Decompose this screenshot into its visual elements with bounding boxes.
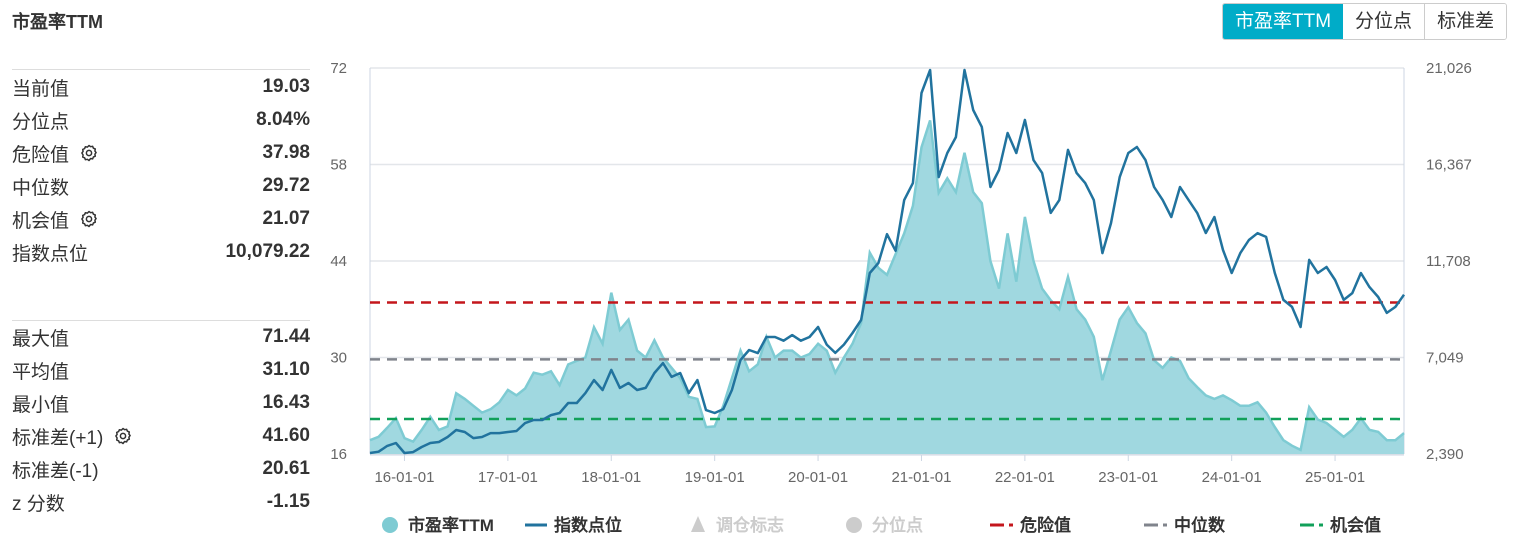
stat-row: 最小值 16.43: [12, 388, 310, 418]
y-right-tick-label: 7,049: [1426, 350, 1464, 367]
legend-triangle-icon: [691, 516, 705, 532]
y-left-tick-label: 30: [330, 350, 347, 367]
legend-item[interactable]: 中位数: [1144, 515, 1226, 535]
x-tick-label: 18-01-01: [581, 469, 641, 486]
stat-row: z 分数 -1.15: [12, 487, 310, 517]
stat-value: 41.60: [262, 425, 310, 446]
stat-label: 指数点位: [12, 243, 89, 265]
legend-item[interactable]: 指数点位: [525, 515, 622, 535]
stat-row: 标准差(-1) 20.61: [12, 454, 310, 484]
stat-value: 37.98: [262, 142, 310, 163]
stat-label: 最小值: [12, 394, 70, 416]
stat-label: 平均值: [12, 361, 70, 383]
legend-circle-icon: [846, 517, 862, 533]
legend-item[interactable]: 市盈率TTM: [382, 515, 494, 535]
stat-value: 20.61: [262, 458, 310, 479]
stat-label: z 分数: [12, 493, 65, 515]
stat-row: 中位数 29.72: [12, 171, 310, 201]
legend-label: 市盈率TTM: [408, 515, 494, 535]
y-right-tick-label: 16,367: [1426, 157, 1472, 174]
index-line: [369, 68, 1406, 455]
pe-line: [369, 120, 1405, 452]
stat-row: 机会值 21.07: [12, 204, 310, 234]
legend-item[interactable]: 调仓标志: [691, 515, 784, 535]
gear-icon[interactable]: [79, 209, 99, 229]
y-right-tick-label: 11,708: [1426, 253, 1471, 270]
stat-label: 中位数: [12, 177, 70, 199]
legend-item[interactable]: 危险值: [990, 515, 1071, 535]
stat-value: 29.72: [262, 175, 310, 196]
gear-icon[interactable]: [79, 143, 99, 163]
x-tick-label: 22-01-01: [995, 469, 1055, 486]
gear-icon[interactable]: [113, 426, 133, 446]
stat-label: 分位点: [12, 111, 70, 133]
x-tick-label: 20-01-01: [788, 469, 848, 486]
stat-row: 指数点位 10,079.22: [12, 237, 310, 267]
stat-row: 最大值 71.44: [12, 322, 310, 352]
toggle-percentile-button[interactable]: 分位点: [1343, 4, 1425, 39]
legend-label: 中位数: [1174, 515, 1226, 535]
stat-label: 最大值: [12, 328, 70, 350]
divider: [12, 69, 310, 70]
stat-value: -1.15: [266, 491, 310, 512]
stat-label: 标准差(+1): [12, 427, 104, 449]
x-tick-label: 24-01-01: [1202, 469, 1262, 486]
stat-label: 机会值: [12, 210, 70, 232]
stat-value: 8.04%: [256, 109, 310, 130]
legend-circle-icon: [382, 517, 398, 533]
y-left-tick-label: 58: [330, 157, 347, 174]
legend-label: 指数点位: [554, 515, 622, 535]
y-left-tick-label: 16: [330, 446, 347, 463]
toggle-stddev-button[interactable]: 标准差: [1424, 4, 1507, 39]
stat-row: 平均值 31.10: [12, 355, 310, 385]
legend-label: 机会值: [1330, 515, 1381, 535]
stat-row: 危险值 37.98: [12, 138, 310, 168]
stat-label: 当前值: [12, 78, 70, 100]
stat-value: 19.03: [262, 76, 310, 97]
x-tick-label: 23-01-01: [1098, 469, 1158, 486]
stat-label: 危险值: [12, 144, 70, 166]
y-right-tick-label: 2,390: [1426, 446, 1464, 463]
stat-value: 31.10: [262, 359, 310, 380]
pe-area: [370, 120, 1404, 455]
stat-label: 标准差(-1): [12, 460, 99, 482]
legend-label: 危险值: [1019, 515, 1071, 535]
stat-row: 当前值 19.03: [12, 72, 310, 102]
y-right-tick-label: 21,026: [1426, 60, 1472, 77]
metric-toggle-group: 市盈率TTM 分位点 标准差: [1222, 3, 1508, 40]
stat-value: 21.07: [262, 208, 310, 229]
divider: [12, 320, 310, 321]
x-tick-label: 21-01-01: [891, 469, 951, 486]
stat-value: 10,079.22: [225, 241, 310, 262]
toggle-pe-ttm-button[interactable]: 市盈率TTM: [1223, 4, 1344, 39]
x-tick-label: 19-01-01: [685, 469, 745, 486]
legend-label: 调仓标志: [716, 515, 784, 535]
stat-row: 分位点 8.04%: [12, 105, 310, 135]
x-tick-label: 25-01-01: [1305, 469, 1365, 486]
stat-row: 标准差(+1) 41.60: [12, 421, 310, 451]
y-left-tick-label: 44: [330, 253, 347, 270]
x-tick-label: 16-01-01: [374, 469, 434, 486]
legend-item[interactable]: 机会值: [1300, 515, 1381, 535]
legend-label: 分位点: [872, 515, 923, 535]
stat-value: 71.44: [262, 326, 310, 347]
stat-value: 16.43: [262, 392, 310, 413]
y-left-tick-label: 72: [330, 60, 347, 77]
x-tick-label: 17-01-01: [478, 469, 538, 486]
legend-item[interactable]: 分位点: [846, 515, 923, 535]
page-title: 市盈率TTM: [12, 12, 103, 32]
